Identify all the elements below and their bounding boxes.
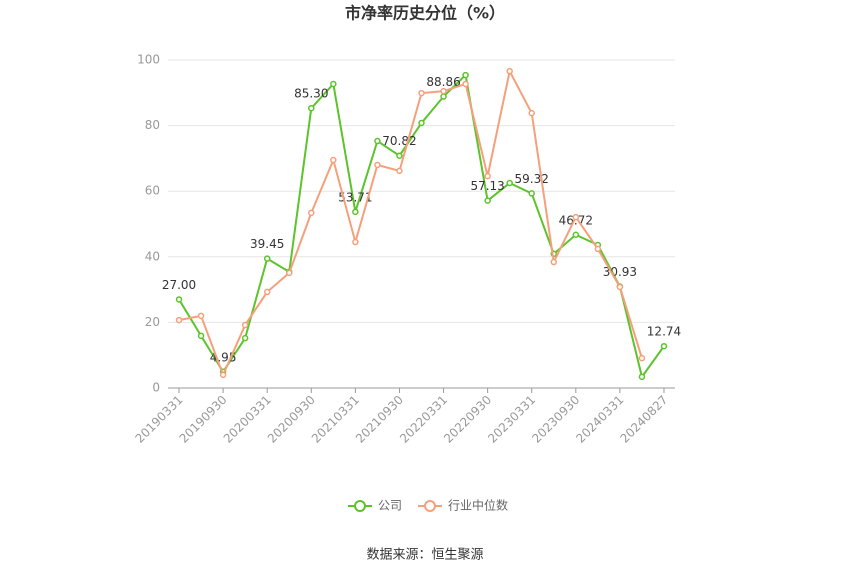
x-tick-label: 20240827 (617, 393, 670, 446)
point (241, 321, 249, 329)
point (462, 71, 469, 79)
point (462, 80, 469, 88)
point (572, 213, 580, 221)
point (197, 312, 205, 320)
y-tick-label: 60 (145, 184, 160, 198)
point (374, 161, 381, 169)
point (396, 152, 403, 159)
data-label: 30.93 (603, 265, 637, 279)
point (285, 269, 293, 277)
point (440, 93, 447, 100)
data-label: 27.00 (162, 278, 196, 292)
point (308, 209, 315, 217)
point (263, 288, 271, 296)
data-label: 53.71 (338, 190, 372, 204)
point (528, 190, 535, 197)
point (594, 245, 602, 253)
data-label: 88.86 (426, 75, 460, 89)
point (308, 104, 315, 112)
y-tick-label: 40 (145, 249, 160, 263)
data-label: 57.13 (470, 179, 504, 193)
y-tick-label: 20 (145, 315, 160, 329)
data-label: 85.30 (294, 87, 328, 101)
source-note: 数据来源：恒生聚源 (366, 548, 483, 563)
point (219, 371, 227, 379)
data-label: 39.45 (250, 237, 284, 251)
point (197, 332, 205, 340)
point (440, 87, 447, 95)
data-label: 59.32 (515, 172, 549, 186)
legend-swatch (424, 500, 436, 512)
point (550, 258, 558, 266)
point (241, 334, 249, 342)
point (638, 354, 646, 362)
point (330, 80, 337, 88)
point (263, 255, 271, 262)
point (418, 119, 425, 127)
y-tick-label: 100 (137, 53, 160, 67)
point (506, 179, 513, 187)
point (175, 296, 183, 303)
point (352, 238, 359, 246)
legend-label: 公司 (378, 499, 402, 513)
point (506, 67, 513, 75)
point (374, 137, 381, 145)
legend-swatch (354, 500, 366, 512)
point (528, 109, 535, 117)
point (616, 283, 624, 291)
data-label: 70.82 (382, 134, 416, 148)
point (572, 231, 580, 239)
series-line (178, 68, 643, 378)
point (330, 156, 337, 164)
point (484, 172, 491, 180)
y-tick-label: 0 (152, 381, 160, 395)
point (660, 342, 668, 350)
data-label: 12.74 (647, 325, 681, 339)
point (352, 208, 359, 216)
legend-label: 行业中位数 (448, 498, 508, 513)
y-tick-label: 80 (145, 118, 160, 132)
point (396, 167, 403, 175)
point (484, 197, 491, 204)
point (418, 89, 425, 97)
point (638, 373, 646, 381)
chart-title: 市净率历史分位（%） (345, 4, 505, 23)
point (175, 316, 183, 324)
